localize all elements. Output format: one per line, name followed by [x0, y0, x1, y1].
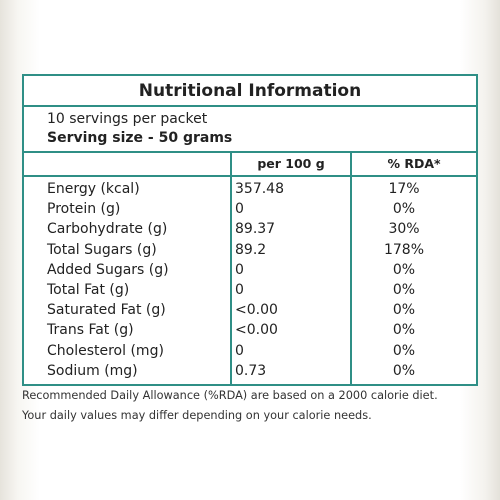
- table-row: Total Sugars (g) 89.2 178%: [24, 240, 476, 260]
- nutrient-name: Sodium (mg): [47, 362, 138, 379]
- rda-percent: 0%: [392, 302, 416, 319]
- amount-per-100g: 357.48: [235, 181, 284, 197]
- footnote: Recommended Daily Allowance (%RDA) are b…: [22, 389, 438, 402]
- table-row: Saturated Fat (g) <0.00 0%: [24, 300, 476, 320]
- table-row: Trans Fat (g) <0.00 0%: [24, 320, 476, 340]
- table-row: Energy (kcal) 357.48 17%: [24, 179, 476, 199]
- rda-percent: 178%: [383, 241, 425, 258]
- servings: 10 servings per packet: [47, 111, 208, 127]
- amount-per-100g: 0: [235, 201, 244, 218]
- header-row: per 100 g % RDA*: [24, 153, 476, 177]
- nutrient-name: Cholesterol (mg): [47, 342, 164, 359]
- table-row: Added Sugars (g) 0 0%: [24, 260, 476, 280]
- table-body: Energy (kcal) 357.48 17% Protein (g) 0 0% Carb…: [24, 179, 476, 381]
- amount-per-100g: 0: [235, 342, 244, 359]
- amount-per-100g: <0.00: [235, 322, 278, 339]
- rda-percent: 0%: [392, 322, 416, 339]
- nutrient-name: Total Fat (g): [47, 281, 130, 298]
- amount-per-100g: 0: [235, 261, 244, 278]
- rda-percent: 0%: [392, 201, 416, 218]
- table-row: Sodium (mg) 0.73 0%: [24, 361, 476, 381]
- column-header: % RDA*: [387, 156, 441, 171]
- nutrient-name: Protein (g): [47, 201, 121, 218]
- table-row: Protein (g) 0 0%: [24, 199, 476, 219]
- nutrient-name: Carbohydrate (g): [47, 221, 168, 238]
- rda-percent: 0%: [392, 362, 416, 379]
- amount-per-100g: 0.73: [235, 362, 267, 379]
- rda-percent: 17%: [388, 181, 420, 197]
- table-row: Carbohydrate (g) 89.37 30%: [24, 219, 476, 239]
- nutrient-name: Total Sugars (g): [47, 241, 157, 258]
- table-row: Total Fat (g) 0 0%: [24, 280, 476, 300]
- nutrient-name: Energy (kcal): [47, 181, 140, 197]
- column-header: per 100 g: [257, 156, 325, 171]
- amount-per-100g: 89.2: [235, 241, 267, 258]
- table-row: Cholesterol (mg) 0 0%: [24, 341, 476, 361]
- rda-percent: 0%: [392, 261, 416, 278]
- table-title: Nutritional Information: [24, 76, 476, 107]
- amount-per-100g: 0: [235, 281, 244, 298]
- nutrient-name: Trans Fat (g): [47, 322, 134, 339]
- nutrient-name: Saturated Fat (g): [47, 302, 166, 319]
- serving-info: 10 servings per packet Serving size - 50…: [24, 107, 476, 153]
- rda-percent: 0%: [392, 342, 416, 359]
- footnote: Your daily values may differ depending o…: [22, 409, 372, 422]
- column-divider: [230, 153, 232, 384]
- rda-percent: 30%: [388, 221, 420, 238]
- amount-per-100g: <0.00: [235, 302, 278, 319]
- amount-per-100g: 89.37: [235, 221, 276, 238]
- nutrition-table: Nutritional Information 10 servings per …: [22, 74, 478, 386]
- rda-percent: 0%: [392, 281, 416, 298]
- nutrient-name: Added Sugars (g): [47, 261, 169, 278]
- serving-size: Serving size - 50 grams: [47, 130, 233, 146]
- column-divider: [350, 153, 352, 384]
